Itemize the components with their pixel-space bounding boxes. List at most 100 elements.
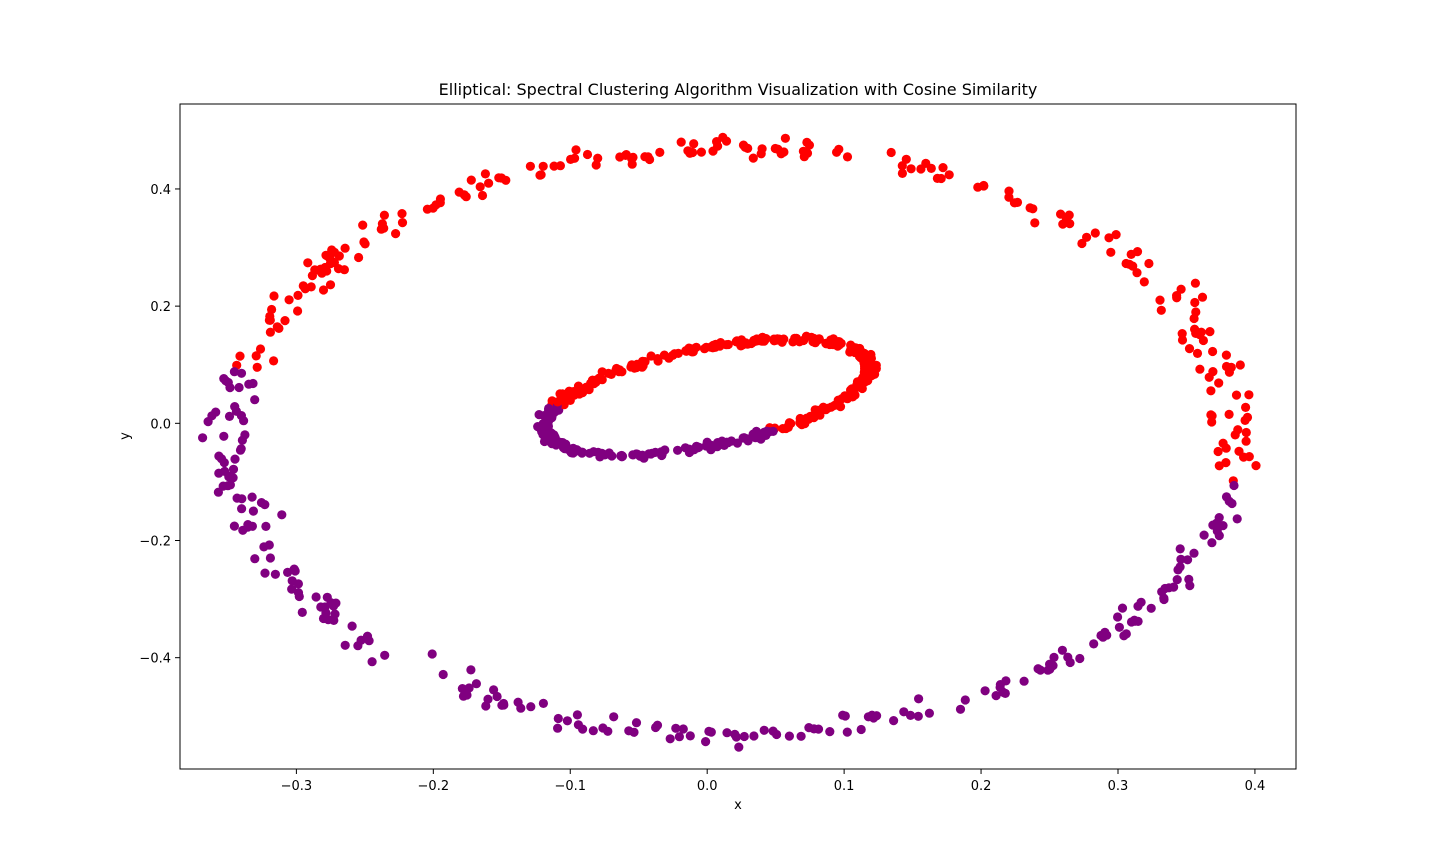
data-point-red [1139,277,1149,287]
data-point-purple [924,708,935,718]
data-point-red [1144,258,1154,269]
data-point-purple [1189,548,1199,558]
data-point-red [710,342,721,352]
x-axis-ticks: −0.3 −0.2 −0.1 0.0 0.1 0.2 0.3 0.4 [281,769,1266,794]
chart-title: Elliptical: Spectral Clustering Algorith… [439,80,1038,99]
data-point-purple [438,669,448,680]
data-point-purple [1063,652,1073,662]
data-point-red [815,406,825,416]
data-point-purple [1232,514,1242,524]
data-point-red [673,348,683,358]
data-point-purple [218,481,228,491]
data-point-purple [237,494,247,504]
data-point-red [1124,259,1135,269]
data-point-red [1251,461,1261,471]
data-point-purple [247,521,257,531]
data-point-red [916,164,926,174]
data-point-red [837,394,847,404]
data-point-purple [955,704,966,714]
data-point-red [1221,458,1231,468]
data-point-red [1214,378,1224,388]
x-axis-label: x [734,798,742,813]
data-point-purple [250,395,260,405]
data-point-red [866,364,876,374]
data-point-red [897,168,908,178]
data-point-red [1221,350,1231,360]
data-point-red [1244,390,1254,400]
data-point-purple [1176,554,1186,564]
data-point-purple [297,607,307,618]
data-point-red [1004,192,1014,202]
data-point-purple [607,451,617,461]
data-point-purple [722,728,732,738]
x-tick-label: 0.3 [1108,779,1129,794]
data-point-red [293,290,303,300]
data-point-purple [628,450,638,460]
data-point-purple [356,635,366,645]
data-point-purple [1214,531,1224,541]
data-point-red [1241,427,1251,438]
data-point-red [475,182,485,192]
data-point-purple [856,724,866,735]
data-point-purple [1229,480,1239,491]
data-point-purple [1146,603,1156,613]
data-point-red [628,152,638,162]
data-point-red [834,144,844,154]
data-point-purple [231,406,241,416]
data-point-purple [772,729,782,740]
data-point-purple [247,492,257,502]
data-point-purple [784,731,795,741]
data-point-red [1012,197,1023,207]
data-point-red [743,143,753,153]
data-point-purple [481,701,491,711]
data-point-red [581,382,591,392]
data-point-purple [1173,565,1183,575]
data-point-purple [842,727,852,737]
data-point-purple [960,695,970,705]
data-point-purple [277,510,287,520]
points-layer [198,132,1261,752]
data-point-purple [1019,676,1029,686]
data-point-purple [287,584,297,594]
data-point-red [525,161,536,171]
x-tick-label: 0.4 [1245,779,1266,794]
data-point-purple [1119,631,1129,641]
data-point-red [1242,412,1253,422]
data-point-red [1234,446,1244,456]
data-point-purple [544,403,554,414]
data-point-purple [225,480,235,490]
data-point-purple [219,458,229,468]
data-point-purple [211,407,221,417]
data-point-red [354,252,364,263]
data-point-red [1176,284,1186,294]
data-point-red [255,344,266,354]
data-point-red [901,154,911,164]
data-point-purple [1164,583,1174,593]
data-point-red [480,169,490,179]
data-point-red [708,146,718,156]
data-point-purple [1175,544,1185,554]
x-tick-label: 0.1 [834,779,855,794]
data-point-red [284,295,294,305]
data-point-purple [562,716,573,726]
data-point-red [315,264,326,274]
data-point-purple [759,725,769,735]
data-point-red [269,291,279,301]
data-point-red [573,381,584,391]
data-point-red [593,153,603,163]
data-point-purple [543,422,553,432]
data-point-purple [1126,617,1137,627]
data-point-red [300,284,310,294]
data-point-red [589,379,599,389]
data-point-red [689,139,699,149]
data-point-red [1207,411,1217,421]
data-point-purple [629,727,639,737]
data-point-purple [225,471,235,481]
data-point-purple [234,382,244,393]
data-point-purple [693,443,703,453]
data-point-red [1184,344,1195,354]
data-point-purple [236,368,247,378]
data-point-red [251,351,261,361]
data-point-red [235,351,245,361]
data-point-red [1241,436,1251,446]
